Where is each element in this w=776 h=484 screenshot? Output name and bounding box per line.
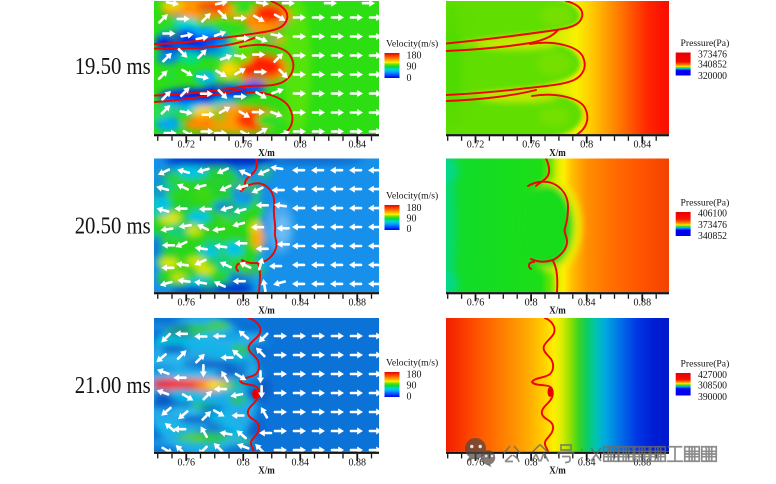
- svg-text:0.84: 0.84: [291, 297, 309, 309]
- svg-text:X/m: X/m: [549, 465, 566, 477]
- svg-text:0.76: 0.76: [177, 297, 195, 309]
- svg-text:Pressure(Pa): Pressure(Pa): [681, 358, 730, 369]
- svg-text:340852: 340852: [698, 231, 727, 242]
- svg-text:373476: 373476: [698, 49, 727, 60]
- svg-text:Velocity(m/s): Velocity(m/s): [386, 357, 438, 368]
- svg-text:406100: 406100: [698, 208, 727, 219]
- svg-text:320000: 320000: [698, 71, 727, 82]
- svg-text:0: 0: [407, 391, 412, 402]
- svg-text:0.76: 0.76: [467, 297, 485, 309]
- svg-text:X/m: X/m: [549, 147, 566, 159]
- svg-text:20.50 ms: 20.50 ms: [75, 212, 151, 239]
- svg-text:0.72: 0.72: [467, 139, 485, 151]
- svg-text:180: 180: [407, 50, 422, 61]
- svg-text:0.72: 0.72: [177, 139, 195, 151]
- svg-text:0.8: 0.8: [525, 297, 538, 309]
- svg-text:90: 90: [407, 213, 417, 224]
- svg-text:90: 90: [407, 380, 417, 391]
- svg-text:0.8: 0.8: [237, 297, 250, 309]
- svg-text:Velocity(m/s): Velocity(m/s): [386, 38, 438, 49]
- svg-text:X/m: X/m: [258, 465, 275, 477]
- svg-text:0.84: 0.84: [578, 297, 596, 309]
- svg-text:0.76: 0.76: [177, 456, 195, 468]
- svg-text:19.50 ms: 19.50 ms: [75, 53, 151, 80]
- svg-text:90: 90: [407, 62, 417, 73]
- svg-text:0.88: 0.88: [348, 297, 366, 309]
- svg-text:390000: 390000: [698, 392, 727, 403]
- svg-text:0.84: 0.84: [634, 139, 652, 151]
- svg-text:0.84: 0.84: [291, 456, 309, 468]
- svg-text:Pressure(Pa): Pressure(Pa): [681, 38, 730, 49]
- svg-text:0.8: 0.8: [294, 139, 307, 151]
- svg-text:X/m: X/m: [258, 305, 275, 317]
- svg-text:21.00 ms: 21.00 ms: [75, 372, 151, 399]
- svg-text:180: 180: [407, 203, 422, 214]
- svg-text:X/m: X/m: [549, 305, 566, 317]
- svg-text:308500: 308500: [698, 380, 727, 391]
- svg-text:427000: 427000: [698, 370, 727, 381]
- svg-text:0.8: 0.8: [580, 139, 593, 151]
- svg-text:340852: 340852: [698, 60, 727, 71]
- svg-text:373476: 373476: [698, 220, 727, 231]
- svg-text:0.88: 0.88: [634, 297, 652, 309]
- svg-text:0.76: 0.76: [234, 139, 252, 151]
- svg-text:0.8: 0.8: [237, 456, 250, 468]
- svg-text:180: 180: [407, 369, 422, 380]
- svg-text:0.88: 0.88: [348, 456, 366, 468]
- svg-text:0.8: 0.8: [525, 456, 538, 468]
- svg-text:Velocity(m/s): Velocity(m/s): [386, 190, 438, 201]
- svg-text:Pressure(Pa): Pressure(Pa): [681, 197, 730, 208]
- svg-text:X/m: X/m: [258, 147, 275, 159]
- svg-text:0.76: 0.76: [522, 139, 540, 151]
- svg-text:0: 0: [407, 224, 412, 235]
- svg-text:0.84: 0.84: [348, 139, 366, 151]
- svg-text:0.88: 0.88: [634, 456, 652, 468]
- svg-text:0: 0: [407, 73, 412, 84]
